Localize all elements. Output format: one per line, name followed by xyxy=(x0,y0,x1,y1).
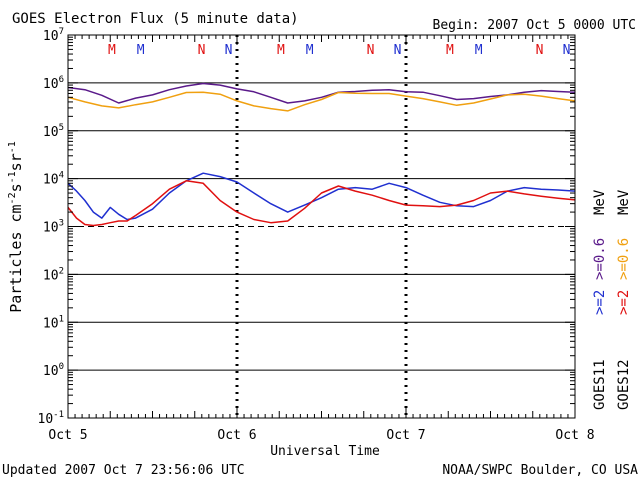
y-tick-label: 106 xyxy=(43,75,64,92)
marker-M: M xyxy=(446,43,454,58)
marker-M: M xyxy=(108,43,116,58)
y-tick-label-exp: 7 xyxy=(59,27,64,37)
y-tick-label-exp: -1 xyxy=(53,410,64,420)
legend-goes12-ge2: >=2 xyxy=(616,290,632,315)
y-tick-label: 104 xyxy=(43,171,64,188)
legend-goes11-ge06: >=0.6 xyxy=(592,238,608,280)
y-tick-label-exp: 5 xyxy=(59,123,64,133)
decade-gridlines xyxy=(68,82,575,371)
y-tick-label-base: 10 xyxy=(43,173,59,188)
y-tick-label-base: 10 xyxy=(43,221,59,236)
y-tick-label: 103 xyxy=(43,219,64,236)
y-tick-label-exp: 6 xyxy=(59,75,64,85)
legend-goes12: GOES12 >=2 >=0.6 MeV xyxy=(616,189,632,410)
marker-M: M xyxy=(277,43,285,58)
y-tick-label-exp: 0 xyxy=(59,362,64,372)
x-tick-label: Oct 7 xyxy=(386,428,425,443)
marker-N: N xyxy=(536,43,544,58)
y-tick-label-exp: 1 xyxy=(59,314,64,324)
marker-N: N xyxy=(198,43,206,58)
y-tick-label: 101 xyxy=(43,314,64,331)
y-tick-label-base: 10 xyxy=(43,125,59,140)
y-axis-label-s: s xyxy=(7,183,25,192)
marker-N: N xyxy=(563,43,571,58)
y-tick-label-exp: 3 xyxy=(59,219,64,229)
updated-timestamp: Updated 2007 Oct 7 23:56:06 UTC xyxy=(2,463,245,478)
x-tick-label: Oct 5 xyxy=(48,428,87,443)
marker-N: N xyxy=(394,43,402,58)
legend-goes11-sat: GOES11 xyxy=(592,359,608,410)
x-axis-ticks: Oct 5 Oct 6 Oct 7 Oct 8 xyxy=(48,35,595,443)
marker-M: M xyxy=(137,43,145,58)
y-axis-label: Particles cm-2s-1sr-1 xyxy=(7,141,25,313)
y-tick-label: 10-1 xyxy=(38,410,65,427)
marker-M: M xyxy=(475,43,483,58)
y-axis-label-base: Particles cm xyxy=(7,204,25,312)
flux-series xyxy=(67,82,576,227)
chart-title: GOES Electron Flux (5 minute data) xyxy=(12,11,299,27)
begin-time-label: Begin: 2007 Oct 5 0000 UTC xyxy=(433,18,637,33)
y-tick-label: 102 xyxy=(43,266,64,283)
marker-M: M xyxy=(306,43,314,58)
legend-goes11-ge2: >=2 xyxy=(592,290,608,315)
y-axis-label-sr: sr xyxy=(7,153,25,171)
y-tick-label-base: 10 xyxy=(43,364,59,379)
legend-unit-mev: MeV xyxy=(616,189,632,215)
credit-label: NOAA/SWPC Boulder, CO USA xyxy=(442,463,638,478)
y-tick-label-base: 10 xyxy=(43,77,59,92)
legend-unit-mev: MeV xyxy=(592,189,608,215)
y-tick-label-base: 10 xyxy=(43,316,59,331)
legend-goes12-ge06: >=0.6 xyxy=(616,238,632,280)
day-separators xyxy=(235,35,408,418)
y-tick-label-base: 10 xyxy=(38,412,54,427)
y-tick-label: 100 xyxy=(43,362,64,379)
x-axis-label: Universal Time xyxy=(270,444,380,459)
y-tick-label-exp: 4 xyxy=(59,171,64,181)
legend: GOES11 >=2 >=0.6 MeV GOES12 >=2 >=0.6 Me… xyxy=(592,189,632,410)
x-tick-label: Oct 8 xyxy=(555,428,594,443)
series-line-3 xyxy=(67,172,576,221)
series-line-1 xyxy=(67,82,576,104)
marker-N: N xyxy=(367,43,375,58)
y-tick-label-exp: 2 xyxy=(59,266,64,276)
y-axis-label-sup3: -1 xyxy=(7,141,18,153)
legend-goes12-sat: GOES12 xyxy=(616,359,632,410)
x-tick-label: Oct 6 xyxy=(217,428,256,443)
y-tick-label: 107 xyxy=(43,27,64,44)
y-tick-label: 105 xyxy=(43,123,64,140)
y-tick-label-base: 10 xyxy=(43,29,59,44)
series-line-2 xyxy=(67,91,576,112)
series-line-4 xyxy=(67,180,576,227)
y-axis-label-sup2: -1 xyxy=(7,171,18,183)
legend-goes11: GOES11 >=2 >=0.6 MeV xyxy=(592,189,608,410)
y-axis-label-sup1: -2 xyxy=(7,192,18,204)
y-tick-label-base: 10 xyxy=(43,268,59,283)
marker-N: N xyxy=(225,43,233,58)
